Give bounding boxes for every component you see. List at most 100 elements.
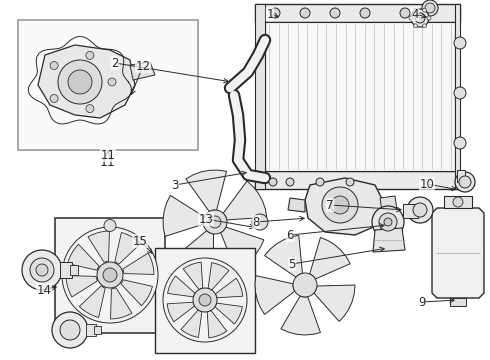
Circle shape [455,172,475,192]
Polygon shape [373,228,405,252]
Circle shape [163,258,247,342]
Text: 10: 10 [419,177,435,190]
Polygon shape [223,181,267,220]
Circle shape [425,3,435,13]
Circle shape [36,264,48,276]
Circle shape [411,9,429,27]
Circle shape [422,24,426,28]
Text: 9: 9 [418,296,426,309]
Circle shape [68,70,92,94]
Bar [444,196,472,208]
Circle shape [414,24,417,28]
Circle shape [360,8,370,18]
Polygon shape [207,310,227,338]
Bar [60,262,72,278]
Bar [55,217,165,333]
Polygon shape [310,238,350,279]
Circle shape [269,178,277,186]
Circle shape [286,178,294,186]
Polygon shape [216,278,243,298]
Circle shape [103,268,117,282]
Bar [450,298,466,306]
Polygon shape [255,4,265,189]
Circle shape [372,206,404,238]
Polygon shape [455,4,460,189]
Circle shape [62,227,158,323]
Circle shape [346,178,354,186]
Circle shape [322,187,358,223]
Polygon shape [121,280,152,306]
Bar [18,20,198,150]
Polygon shape [66,275,98,297]
Circle shape [52,312,88,348]
Circle shape [454,137,466,149]
Circle shape [104,220,116,231]
Circle shape [331,196,349,214]
Circle shape [454,37,466,49]
Text: 6: 6 [286,229,294,242]
Circle shape [422,8,426,12]
Polygon shape [432,208,484,298]
Circle shape [293,273,317,297]
Polygon shape [88,231,109,262]
Bar [403,204,418,218]
Circle shape [414,8,417,12]
Text: 8: 8 [252,216,260,229]
Polygon shape [183,262,203,289]
Circle shape [330,8,340,18]
Circle shape [252,214,268,230]
Bar [94,326,101,334]
Polygon shape [68,244,99,270]
Circle shape [415,13,425,23]
Text: 11: 11 [100,149,116,162]
Bar [70,265,78,275]
Polygon shape [38,45,135,118]
Polygon shape [215,303,243,324]
Polygon shape [115,233,141,264]
Polygon shape [265,235,302,277]
Circle shape [379,213,397,231]
Circle shape [422,0,438,16]
Text: 3: 3 [172,179,179,192]
Circle shape [400,8,410,18]
Polygon shape [305,178,385,235]
Text: 5: 5 [288,257,295,270]
Circle shape [58,60,102,104]
Circle shape [50,62,58,69]
Circle shape [459,176,471,188]
Polygon shape [314,285,355,321]
Circle shape [108,78,116,86]
Circle shape [199,294,211,306]
Circle shape [22,250,62,290]
Polygon shape [220,227,264,270]
Text: 2: 2 [111,57,119,69]
Polygon shape [380,196,397,212]
Circle shape [30,258,54,282]
Circle shape [316,178,324,186]
Bar [457,170,465,182]
Polygon shape [130,62,155,80]
Circle shape [427,16,431,20]
Circle shape [203,210,227,234]
Bar [155,248,255,352]
Polygon shape [255,4,460,22]
Text: 4: 4 [411,8,419,21]
Polygon shape [168,276,195,297]
Polygon shape [288,198,305,212]
Circle shape [453,197,463,207]
Polygon shape [167,302,195,322]
Circle shape [413,203,427,217]
Polygon shape [281,296,320,335]
Text: 15: 15 [133,234,147,248]
Polygon shape [176,231,214,274]
Circle shape [86,105,94,113]
Polygon shape [265,22,455,171]
Polygon shape [208,262,229,290]
Polygon shape [79,286,105,318]
Circle shape [86,51,94,59]
Text: 7: 7 [326,198,334,212]
Circle shape [97,262,123,288]
Polygon shape [186,170,226,212]
Circle shape [193,288,217,312]
Polygon shape [255,276,294,314]
